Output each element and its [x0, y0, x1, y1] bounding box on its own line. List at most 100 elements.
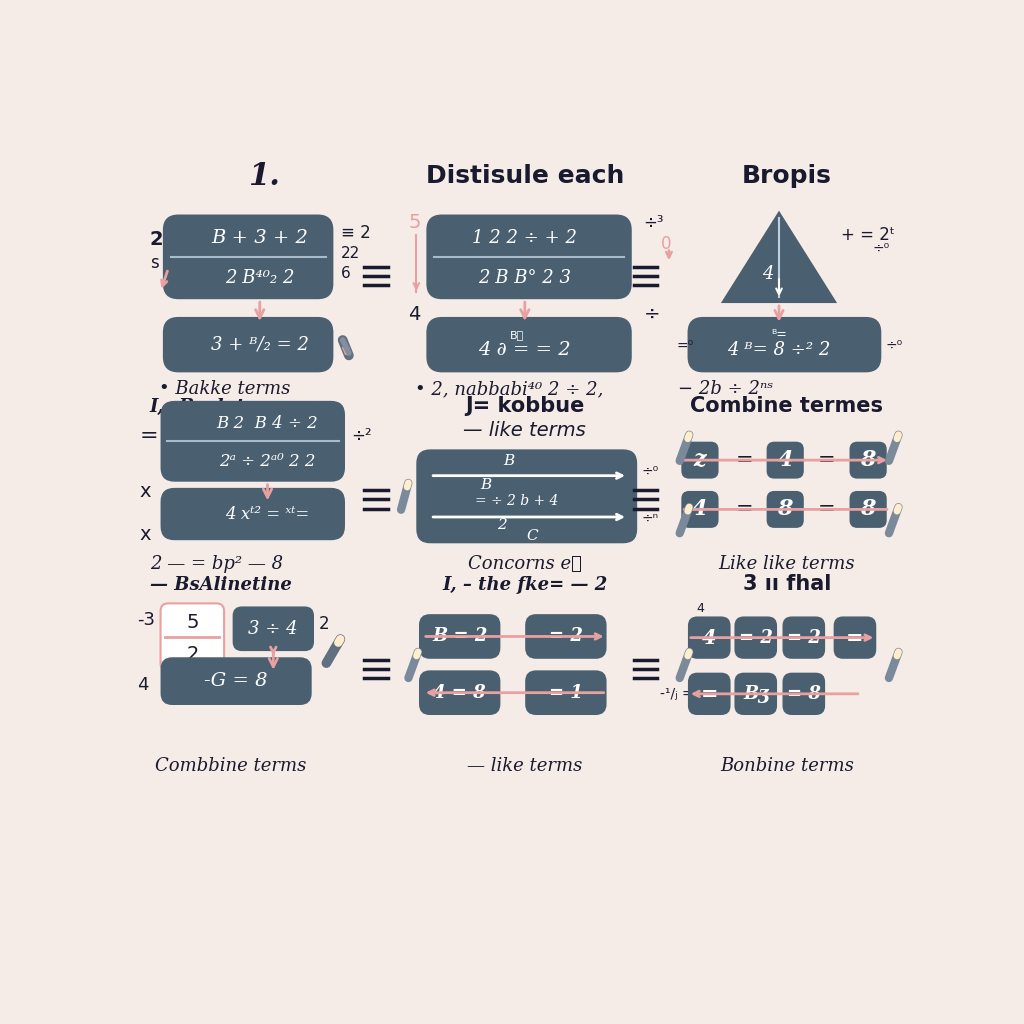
- Text: z: z: [693, 450, 707, 471]
- Text: Like like terms: Like like terms: [719, 555, 855, 572]
- Text: 8: 8: [860, 499, 876, 520]
- Text: 4: 4: [762, 265, 773, 283]
- Text: 4 = 8: 4 = 8: [433, 684, 486, 701]
- Text: 4: 4: [137, 676, 148, 693]
- Text: 1 2 2 ÷ + 2: 1 2 2 ÷ + 2: [472, 229, 578, 247]
- Polygon shape: [721, 211, 838, 303]
- Text: 4 ∂ = = 2: 4 ∂ = = 2: [478, 341, 571, 359]
- Text: Concorns eℓ: Concorns eℓ: [468, 555, 582, 572]
- Text: ÷ⁿ: ÷ⁿ: [641, 512, 658, 525]
- Text: -G = 8: -G = 8: [205, 672, 268, 690]
- FancyBboxPatch shape: [161, 487, 345, 541]
- Text: -¹/ⱼ =: -¹/ⱼ =: [659, 687, 693, 700]
- Text: Combbine terms: Combbine terms: [155, 757, 306, 775]
- Text: ÷²: ÷²: [351, 427, 372, 445]
- Text: Combine termes: Combine termes: [690, 396, 884, 417]
- Text: =: =: [735, 451, 753, 470]
- FancyBboxPatch shape: [419, 614, 501, 658]
- Text: Bʒ: Bʒ: [743, 685, 768, 702]
- Text: =: =: [818, 500, 836, 519]
- FancyBboxPatch shape: [417, 450, 637, 544]
- Text: 3 + ᴮ/₂ = 2: 3 + ᴮ/₂ = 2: [211, 336, 309, 353]
- FancyBboxPatch shape: [419, 671, 501, 715]
- Text: 22: 22: [341, 247, 360, 261]
- FancyBboxPatch shape: [782, 673, 825, 715]
- FancyBboxPatch shape: [426, 214, 632, 299]
- Text: • Bakke terms: • Bakke terms: [159, 380, 291, 398]
- FancyBboxPatch shape: [161, 603, 224, 671]
- FancyBboxPatch shape: [525, 671, 606, 715]
- Text: =: =: [700, 684, 718, 703]
- Text: ÷⁰: ÷⁰: [641, 465, 658, 478]
- FancyBboxPatch shape: [688, 616, 730, 658]
- Text: 4: 4: [696, 602, 703, 614]
- Text: ≡ 2: ≡ 2: [341, 223, 371, 242]
- Text: =: =: [818, 451, 836, 470]
- Text: B: B: [480, 478, 492, 493]
- Text: 2,: 2,: [150, 230, 171, 249]
- FancyBboxPatch shape: [734, 673, 777, 715]
- Text: = 1: = 1: [549, 684, 583, 701]
- Text: 2 B⁴⁰₂ 2: 2 B⁴⁰₂ 2: [225, 269, 295, 287]
- Text: x: x: [139, 525, 152, 544]
- Text: 2: 2: [318, 614, 330, 633]
- Text: =: =: [846, 628, 863, 647]
- Text: ÷³: ÷³: [643, 214, 664, 231]
- Text: • 2, nabbabi⁴⁰ 2 ÷ 2,: • 2, nabbabi⁴⁰ 2 ÷ 2,: [415, 380, 603, 398]
- Text: 0: 0: [662, 236, 672, 253]
- Text: = 2: = 2: [549, 628, 583, 645]
- Text: 3 ıı fhal: 3 ıı fhal: [742, 574, 830, 594]
- FancyBboxPatch shape: [163, 214, 334, 299]
- Text: B: B: [504, 454, 515, 468]
- Text: 4: 4: [692, 499, 708, 520]
- Text: 2 — = bp² — 8: 2 — = bp² — 8: [150, 555, 283, 572]
- Text: ᴮ=: ᴮ=: [771, 327, 786, 340]
- Text: B 2  B 4 ÷ 2: B 2 B 4 ÷ 2: [217, 415, 318, 432]
- Text: J= kobbue: J= kobbue: [465, 396, 585, 417]
- FancyBboxPatch shape: [767, 490, 804, 528]
- FancyBboxPatch shape: [163, 316, 334, 373]
- Text: 4 ᴮ= 8 ÷² 2: 4 ᴮ= 8 ÷² 2: [727, 341, 830, 359]
- Text: 4: 4: [409, 305, 421, 324]
- Text: s: s: [150, 254, 159, 272]
- FancyBboxPatch shape: [681, 441, 719, 478]
- Text: Bonbine terms: Bonbine terms: [720, 757, 854, 775]
- Text: 2: 2: [186, 645, 199, 664]
- Text: 2ᵃ ÷ 2ᵃ⁰ 2 2: 2ᵃ ÷ 2ᵃ⁰ 2 2: [219, 453, 315, 470]
- Text: Bropis: Bropis: [741, 164, 831, 188]
- Text: 2 B B° 2 3: 2 B B° 2 3: [478, 269, 571, 287]
- Text: 1.: 1.: [248, 161, 280, 191]
- Text: — BsAlinetine: — BsAlinetine: [150, 577, 292, 594]
- Text: =: =: [735, 500, 753, 519]
- FancyBboxPatch shape: [688, 673, 730, 715]
- Text: 8: 8: [860, 450, 876, 471]
- Text: 4: 4: [777, 450, 793, 471]
- Text: = 8: = 8: [786, 685, 821, 702]
- FancyBboxPatch shape: [782, 616, 825, 658]
- Text: 5: 5: [409, 213, 421, 231]
- Text: 2: 2: [497, 517, 507, 531]
- Text: 4: 4: [702, 628, 717, 647]
- Text: 6: 6: [341, 266, 351, 282]
- Text: =: =: [139, 426, 159, 445]
- Text: Bⓡ: Bⓡ: [510, 330, 524, 340]
- Text: ÷⁰: ÷⁰: [872, 242, 889, 256]
- Text: − 2b ÷ 2ⁿˢ: − 2b ÷ 2ⁿˢ: [678, 380, 773, 398]
- Text: -3: -3: [137, 611, 156, 629]
- Text: 4 xᵗ² = ˣᵗ=: 4 xᵗ² = ˣᵗ=: [225, 506, 309, 522]
- FancyBboxPatch shape: [426, 316, 632, 373]
- FancyBboxPatch shape: [834, 616, 877, 658]
- FancyBboxPatch shape: [850, 441, 887, 478]
- FancyBboxPatch shape: [161, 657, 311, 705]
- Text: C: C: [526, 528, 539, 543]
- Text: I,– Bach terms <: I,– Bach terms <: [150, 398, 316, 417]
- Text: Distisule each: Distisule each: [426, 164, 624, 188]
- Text: I, – the fke= — 2: I, – the fke= — 2: [442, 577, 607, 594]
- Text: 5: 5: [186, 612, 199, 632]
- Text: 3 ÷ 4: 3 ÷ 4: [249, 620, 298, 638]
- FancyBboxPatch shape: [734, 616, 777, 658]
- FancyBboxPatch shape: [525, 614, 606, 658]
- Text: ÷⁰: ÷⁰: [886, 339, 903, 353]
- Text: B + 3 + 2: B + 3 + 2: [211, 229, 308, 247]
- Text: ÷: ÷: [643, 305, 659, 324]
